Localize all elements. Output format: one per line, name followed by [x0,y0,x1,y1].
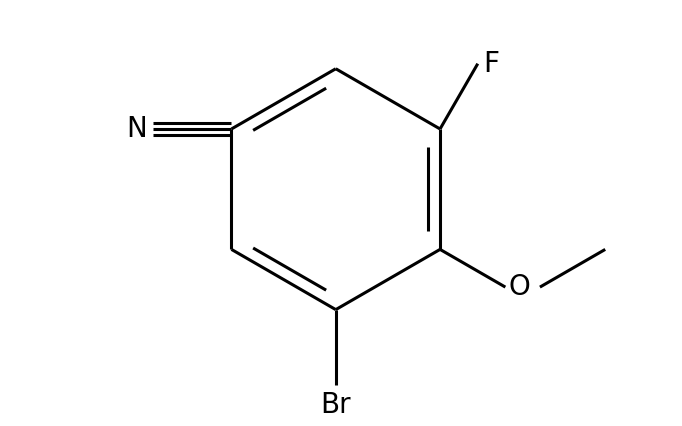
Text: F: F [483,50,499,78]
Text: Br: Br [321,391,351,419]
Text: O: O [509,273,530,301]
Text: N: N [126,115,147,143]
